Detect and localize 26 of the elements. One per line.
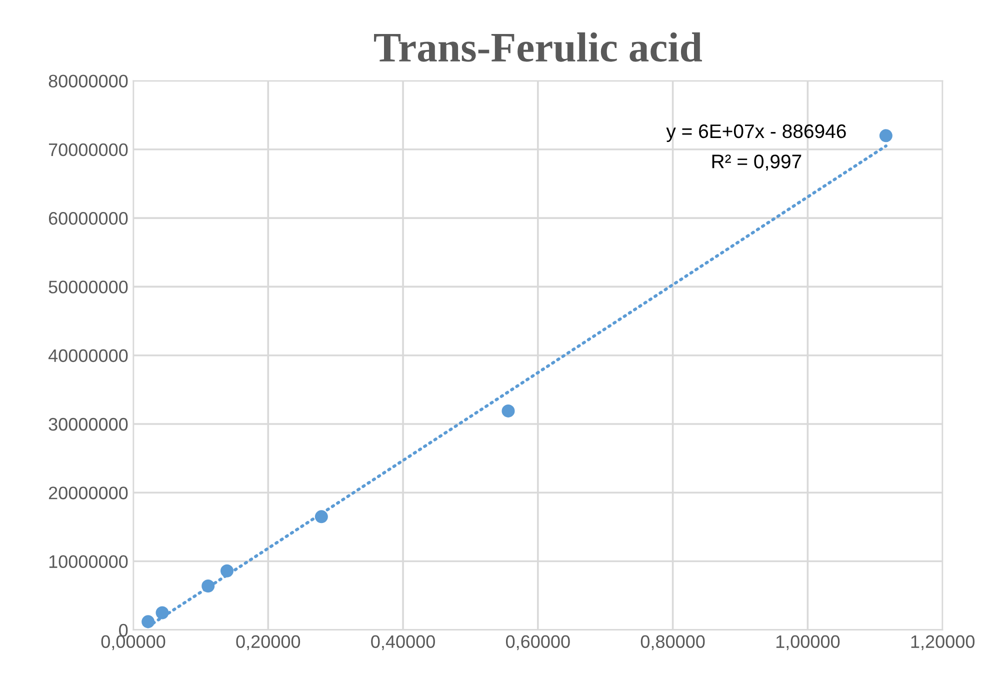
y-tick-label: 60000000 <box>48 212 128 225</box>
y-tick-label: 10000000 <box>49 555 128 568</box>
x-tick-label: 1,20000 <box>911 635 975 650</box>
point <box>879 129 892 142</box>
x-tick-label: 1,00000 <box>776 635 840 650</box>
point <box>502 404 515 418</box>
x-tick-label: 0,20000 <box>236 635 300 650</box>
x-tick-label: 0,40000 <box>371 635 435 650</box>
annotation: y = 6E+07x - 886946 <box>666 124 846 142</box>
y-tick-label: 40000000 <box>48 349 128 362</box>
point <box>202 579 215 592</box>
point <box>142 615 155 628</box>
point <box>156 606 169 620</box>
y-tick-label: 50000000 <box>48 280 128 294</box>
y-tick-label: 80000000 <box>48 74 128 88</box>
x-tick-label: 0,00000 <box>101 635 166 650</box>
y-tick-label: 70000000 <box>48 143 128 156</box>
y-tick-label: 0 <box>119 624 128 637</box>
chart-title: Trans-Ferulic acid <box>374 32 702 62</box>
point <box>314 510 328 524</box>
point <box>220 564 234 578</box>
y-tick-label: 20000000 <box>48 486 128 500</box>
annotation: R² = 0,997 <box>712 154 802 171</box>
y-tick-label: 30000000 <box>48 418 128 431</box>
x-tick-label: 0,60000 <box>506 635 570 650</box>
x-tick-label: 0,80000 <box>640 635 705 650</box>
